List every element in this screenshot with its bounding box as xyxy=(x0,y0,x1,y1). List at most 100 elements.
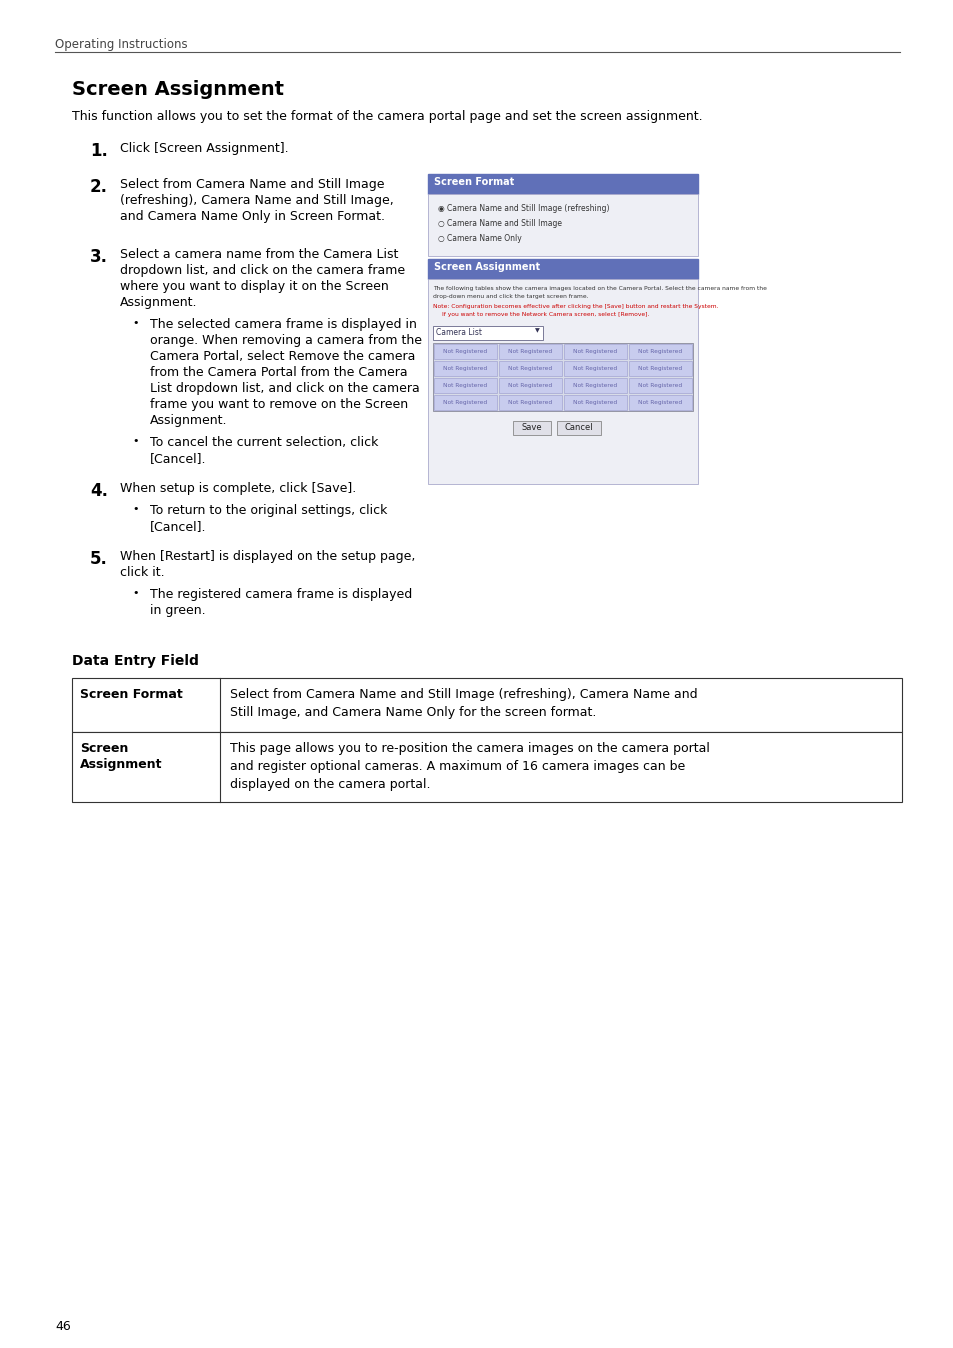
Text: drop-down menu and click the target screen frame.: drop-down menu and click the target scre… xyxy=(433,294,588,299)
Text: ○ Camera Name and Still Image: ○ Camera Name and Still Image xyxy=(437,218,561,228)
Text: If you want to remove the Network Camera screen, select [Remove].: If you want to remove the Network Camera… xyxy=(441,311,649,317)
Text: Not Registered: Not Registered xyxy=(573,349,617,355)
Bar xyxy=(433,342,692,411)
Text: When [Restart] is displayed on the setup page,: When [Restart] is displayed on the setup… xyxy=(120,550,415,563)
Text: Screen Assignment: Screen Assignment xyxy=(434,262,539,272)
Text: and register optional cameras. A maximum of 16 camera images can be: and register optional cameras. A maximum… xyxy=(230,760,684,772)
Text: The registered camera frame is displayed: The registered camera frame is displayed xyxy=(150,588,412,601)
Text: Not Registered: Not Registered xyxy=(508,400,552,404)
Text: Not Registered: Not Registered xyxy=(443,383,487,388)
Bar xyxy=(498,395,561,410)
Text: [Cancel].: [Cancel]. xyxy=(150,520,206,532)
Text: Assignment.: Assignment. xyxy=(150,414,227,427)
Text: 1.: 1. xyxy=(90,142,108,160)
Text: The following tables show the camera images located on the Camera Portal. Select: The following tables show the camera ima… xyxy=(433,286,766,291)
Text: The selected camera frame is displayed in: The selected camera frame is displayed i… xyxy=(150,318,416,332)
Text: Not Registered: Not Registered xyxy=(443,367,487,371)
Bar xyxy=(557,421,600,435)
Text: •: • xyxy=(132,318,138,328)
Bar xyxy=(71,678,901,732)
Text: Select from Camera Name and Still Image (refreshing), Camera Name and: Select from Camera Name and Still Image … xyxy=(230,687,697,701)
Bar xyxy=(428,259,698,279)
Text: Camera Portal, select Remove the camera: Camera Portal, select Remove the camera xyxy=(150,350,415,363)
Bar xyxy=(434,361,497,376)
Bar xyxy=(563,361,626,376)
Text: [Cancel].: [Cancel]. xyxy=(150,452,206,465)
Bar xyxy=(513,421,551,435)
Text: Not Registered: Not Registered xyxy=(508,349,552,355)
Bar xyxy=(498,361,561,376)
Text: (refreshing), Camera Name and Still Image,: (refreshing), Camera Name and Still Imag… xyxy=(120,194,394,208)
Text: This page allows you to re-position the camera images on the camera portal: This page allows you to re-position the … xyxy=(230,741,709,755)
Text: Not Registered: Not Registered xyxy=(573,367,617,371)
Text: Not Registered: Not Registered xyxy=(573,383,617,388)
Text: click it.: click it. xyxy=(120,566,165,580)
Text: List dropdown list, and click on the camera: List dropdown list, and click on the cam… xyxy=(150,381,419,395)
Text: Not Registered: Not Registered xyxy=(443,349,487,355)
Text: displayed on the camera portal.: displayed on the camera portal. xyxy=(230,778,430,791)
Text: Note: Configuration becomes effective after clicking the [Save] button and resta: Note: Configuration becomes effective af… xyxy=(433,305,718,309)
Bar xyxy=(428,279,698,484)
Text: 5.: 5. xyxy=(90,550,108,568)
Bar xyxy=(428,174,698,194)
Text: To return to the original settings, click: To return to the original settings, clic… xyxy=(150,504,387,518)
Bar xyxy=(628,361,691,376)
Text: Click [Screen Assignment].: Click [Screen Assignment]. xyxy=(120,142,289,155)
Text: ◉ Camera Name and Still Image (refreshing): ◉ Camera Name and Still Image (refreshin… xyxy=(437,204,609,213)
Text: 3.: 3. xyxy=(90,248,108,266)
Text: Assignment.: Assignment. xyxy=(120,297,197,309)
Bar xyxy=(498,344,561,359)
Text: ○ Camera Name Only: ○ Camera Name Only xyxy=(437,235,521,243)
Text: Not Registered: Not Registered xyxy=(638,349,681,355)
Text: Screen Format: Screen Format xyxy=(434,177,514,187)
Text: Data Entry Field: Data Entry Field xyxy=(71,654,198,669)
Bar xyxy=(498,377,561,394)
Bar xyxy=(563,377,626,394)
Text: Camera List: Camera List xyxy=(436,328,481,337)
Text: from the Camera Portal from the Camera: from the Camera Portal from the Camera xyxy=(150,367,407,379)
Bar xyxy=(628,395,691,410)
Text: 2.: 2. xyxy=(90,178,108,195)
Text: Not Registered: Not Registered xyxy=(638,367,681,371)
Bar xyxy=(563,344,626,359)
Text: Select from Camera Name and Still Image: Select from Camera Name and Still Image xyxy=(120,178,384,191)
Text: Not Registered: Not Registered xyxy=(638,383,681,388)
Text: and Camera Name Only in Screen Format.: and Camera Name Only in Screen Format. xyxy=(120,210,385,222)
Text: 46: 46 xyxy=(55,1320,71,1333)
Text: This function allows you to set the format of the camera portal page and set the: This function allows you to set the form… xyxy=(71,111,702,123)
Text: •: • xyxy=(132,504,138,514)
Text: Select a camera name from the Camera List: Select a camera name from the Camera Lis… xyxy=(120,248,398,262)
Text: Not Registered: Not Registered xyxy=(573,400,617,404)
Bar xyxy=(434,395,497,410)
Bar xyxy=(433,326,542,340)
Text: Assignment: Assignment xyxy=(80,758,162,771)
Bar xyxy=(428,194,698,256)
Text: dropdown list, and click on the camera frame: dropdown list, and click on the camera f… xyxy=(120,264,405,276)
Text: Not Registered: Not Registered xyxy=(508,383,552,388)
Text: To cancel the current selection, click: To cancel the current selection, click xyxy=(150,435,378,449)
Text: •: • xyxy=(132,435,138,446)
Text: in green.: in green. xyxy=(150,604,206,617)
Text: Operating Instructions: Operating Instructions xyxy=(55,38,188,51)
Text: where you want to display it on the Screen: where you want to display it on the Scre… xyxy=(120,280,388,293)
Bar xyxy=(434,377,497,394)
Text: When setup is complete, click [Save].: When setup is complete, click [Save]. xyxy=(120,483,355,495)
Text: Still Image, and Camera Name Only for the screen format.: Still Image, and Camera Name Only for th… xyxy=(230,706,596,718)
Bar xyxy=(563,395,626,410)
Text: ▼: ▼ xyxy=(535,328,539,333)
Text: Screen: Screen xyxy=(80,741,129,755)
Text: Screen Assignment: Screen Assignment xyxy=(71,80,284,98)
Text: orange. When removing a camera from the: orange. When removing a camera from the xyxy=(150,334,421,346)
Text: Cancel: Cancel xyxy=(564,423,593,433)
Bar xyxy=(628,377,691,394)
Text: Save: Save xyxy=(521,423,541,433)
Text: 4.: 4. xyxy=(90,483,108,500)
Text: Not Registered: Not Registered xyxy=(443,400,487,404)
Bar xyxy=(628,344,691,359)
Text: frame you want to remove on the Screen: frame you want to remove on the Screen xyxy=(150,398,408,411)
Text: Not Registered: Not Registered xyxy=(638,400,681,404)
Bar xyxy=(71,732,901,802)
Text: •: • xyxy=(132,588,138,599)
Text: Not Registered: Not Registered xyxy=(508,367,552,371)
Text: Screen Format: Screen Format xyxy=(80,687,183,701)
